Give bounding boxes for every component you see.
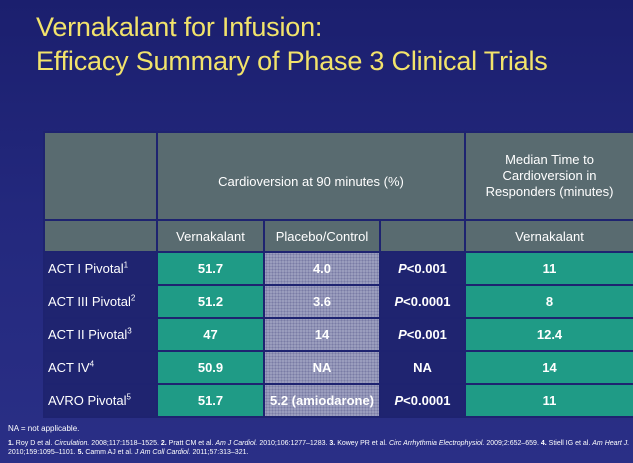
median-time-value: 8 — [464, 284, 633, 319]
table-row: ACT II Pivotal3 47 14 P<0.001 12.4 — [43, 317, 633, 352]
header-median-time: Median Time to Cardioversion in Responde… — [464, 131, 633, 221]
header-cardioversion: Cardioversion at 90 minutes (%) — [155, 131, 467, 221]
vernakalant-value: 50.9 — [156, 350, 265, 385]
placebo-value: 3.6 — [263, 284, 381, 319]
reference-superscript: 2 — [130, 293, 136, 303]
references: 1. Roy D et al. Circulation. 2008;117:15… — [8, 440, 630, 456]
subheader-vernakalant: Vernakalant — [156, 219, 265, 253]
slide-title: Vernakalant for Infusion: Efficacy Summa… — [36, 10, 616, 78]
title-line-1: Vernakalant for Infusion: — [36, 12, 323, 42]
p-value: P<0.0001 — [378, 383, 467, 418]
vernakalant-value: 51.7 — [156, 383, 265, 418]
footnote-na: NA = not applicable. — [8, 424, 80, 433]
table-subheader-row: Vernakalant Placebo/Control Vernakalant — [43, 219, 633, 253]
subheader-empty-cell — [43, 219, 158, 253]
p-value: NA — [378, 350, 467, 385]
table-row: ACT III Pivotal2 51.2 3.6 P<0.0001 8 — [43, 284, 633, 319]
median-time-value: 11 — [464, 251, 633, 286]
placebo-value: NA — [263, 350, 381, 385]
subheader-placebo: Placebo/Control — [263, 219, 381, 253]
reference-superscript: 5 — [126, 392, 131, 402]
header-empty-cell — [43, 131, 158, 221]
placebo-value: 5.2 (amiodarone) — [263, 383, 381, 418]
subheader-median-vernakalant: Vernakalant — [464, 219, 633, 253]
efficacy-table: Cardioversion at 90 minutes (%) Median T… — [43, 131, 633, 418]
median-time-value: 11 — [464, 383, 633, 418]
placebo-value: 4.0 — [263, 251, 381, 286]
trial-label: ACT III Pivotal2 — [43, 284, 158, 319]
table-header-row: Cardioversion at 90 minutes (%) Median T… — [43, 131, 633, 221]
placebo-value: 14 — [263, 317, 381, 352]
median-time-value: 12.4 — [464, 317, 633, 352]
reference-superscript: 1 — [123, 260, 129, 270]
vernakalant-value: 51.7 — [156, 251, 265, 286]
table-row: ACT I Pivotal1 51.7 4.0 P<0.001 11 — [43, 251, 633, 286]
trial-label: ACT IV4 — [43, 350, 158, 385]
reference-superscript: 4 — [89, 359, 95, 369]
trial-label: AVRO Pivotal5 — [43, 383, 158, 418]
vernakalant-value: 47 — [156, 317, 265, 352]
median-time-value: 14 — [464, 350, 633, 385]
p-value: P<0.001 — [378, 251, 467, 286]
trial-label: ACT I Pivotal1 — [43, 251, 158, 286]
subheader-pvalue-empty — [378, 219, 467, 253]
table-row: AVRO Pivotal5 51.7 5.2 (amiodarone) P<0.… — [43, 383, 633, 418]
trial-label: ACT II Pivotal3 — [43, 317, 158, 352]
p-value: P<0.0001 — [378, 284, 467, 319]
p-value: P<0.001 — [378, 317, 467, 352]
vernakalant-value: 51.2 — [156, 284, 265, 319]
table-row: ACT IV4 50.9 NA NA 14 — [43, 350, 633, 385]
reference-superscript: 3 — [127, 326, 132, 336]
title-line-2: Efficacy Summary of Phase 3 Clinical Tri… — [36, 46, 548, 76]
